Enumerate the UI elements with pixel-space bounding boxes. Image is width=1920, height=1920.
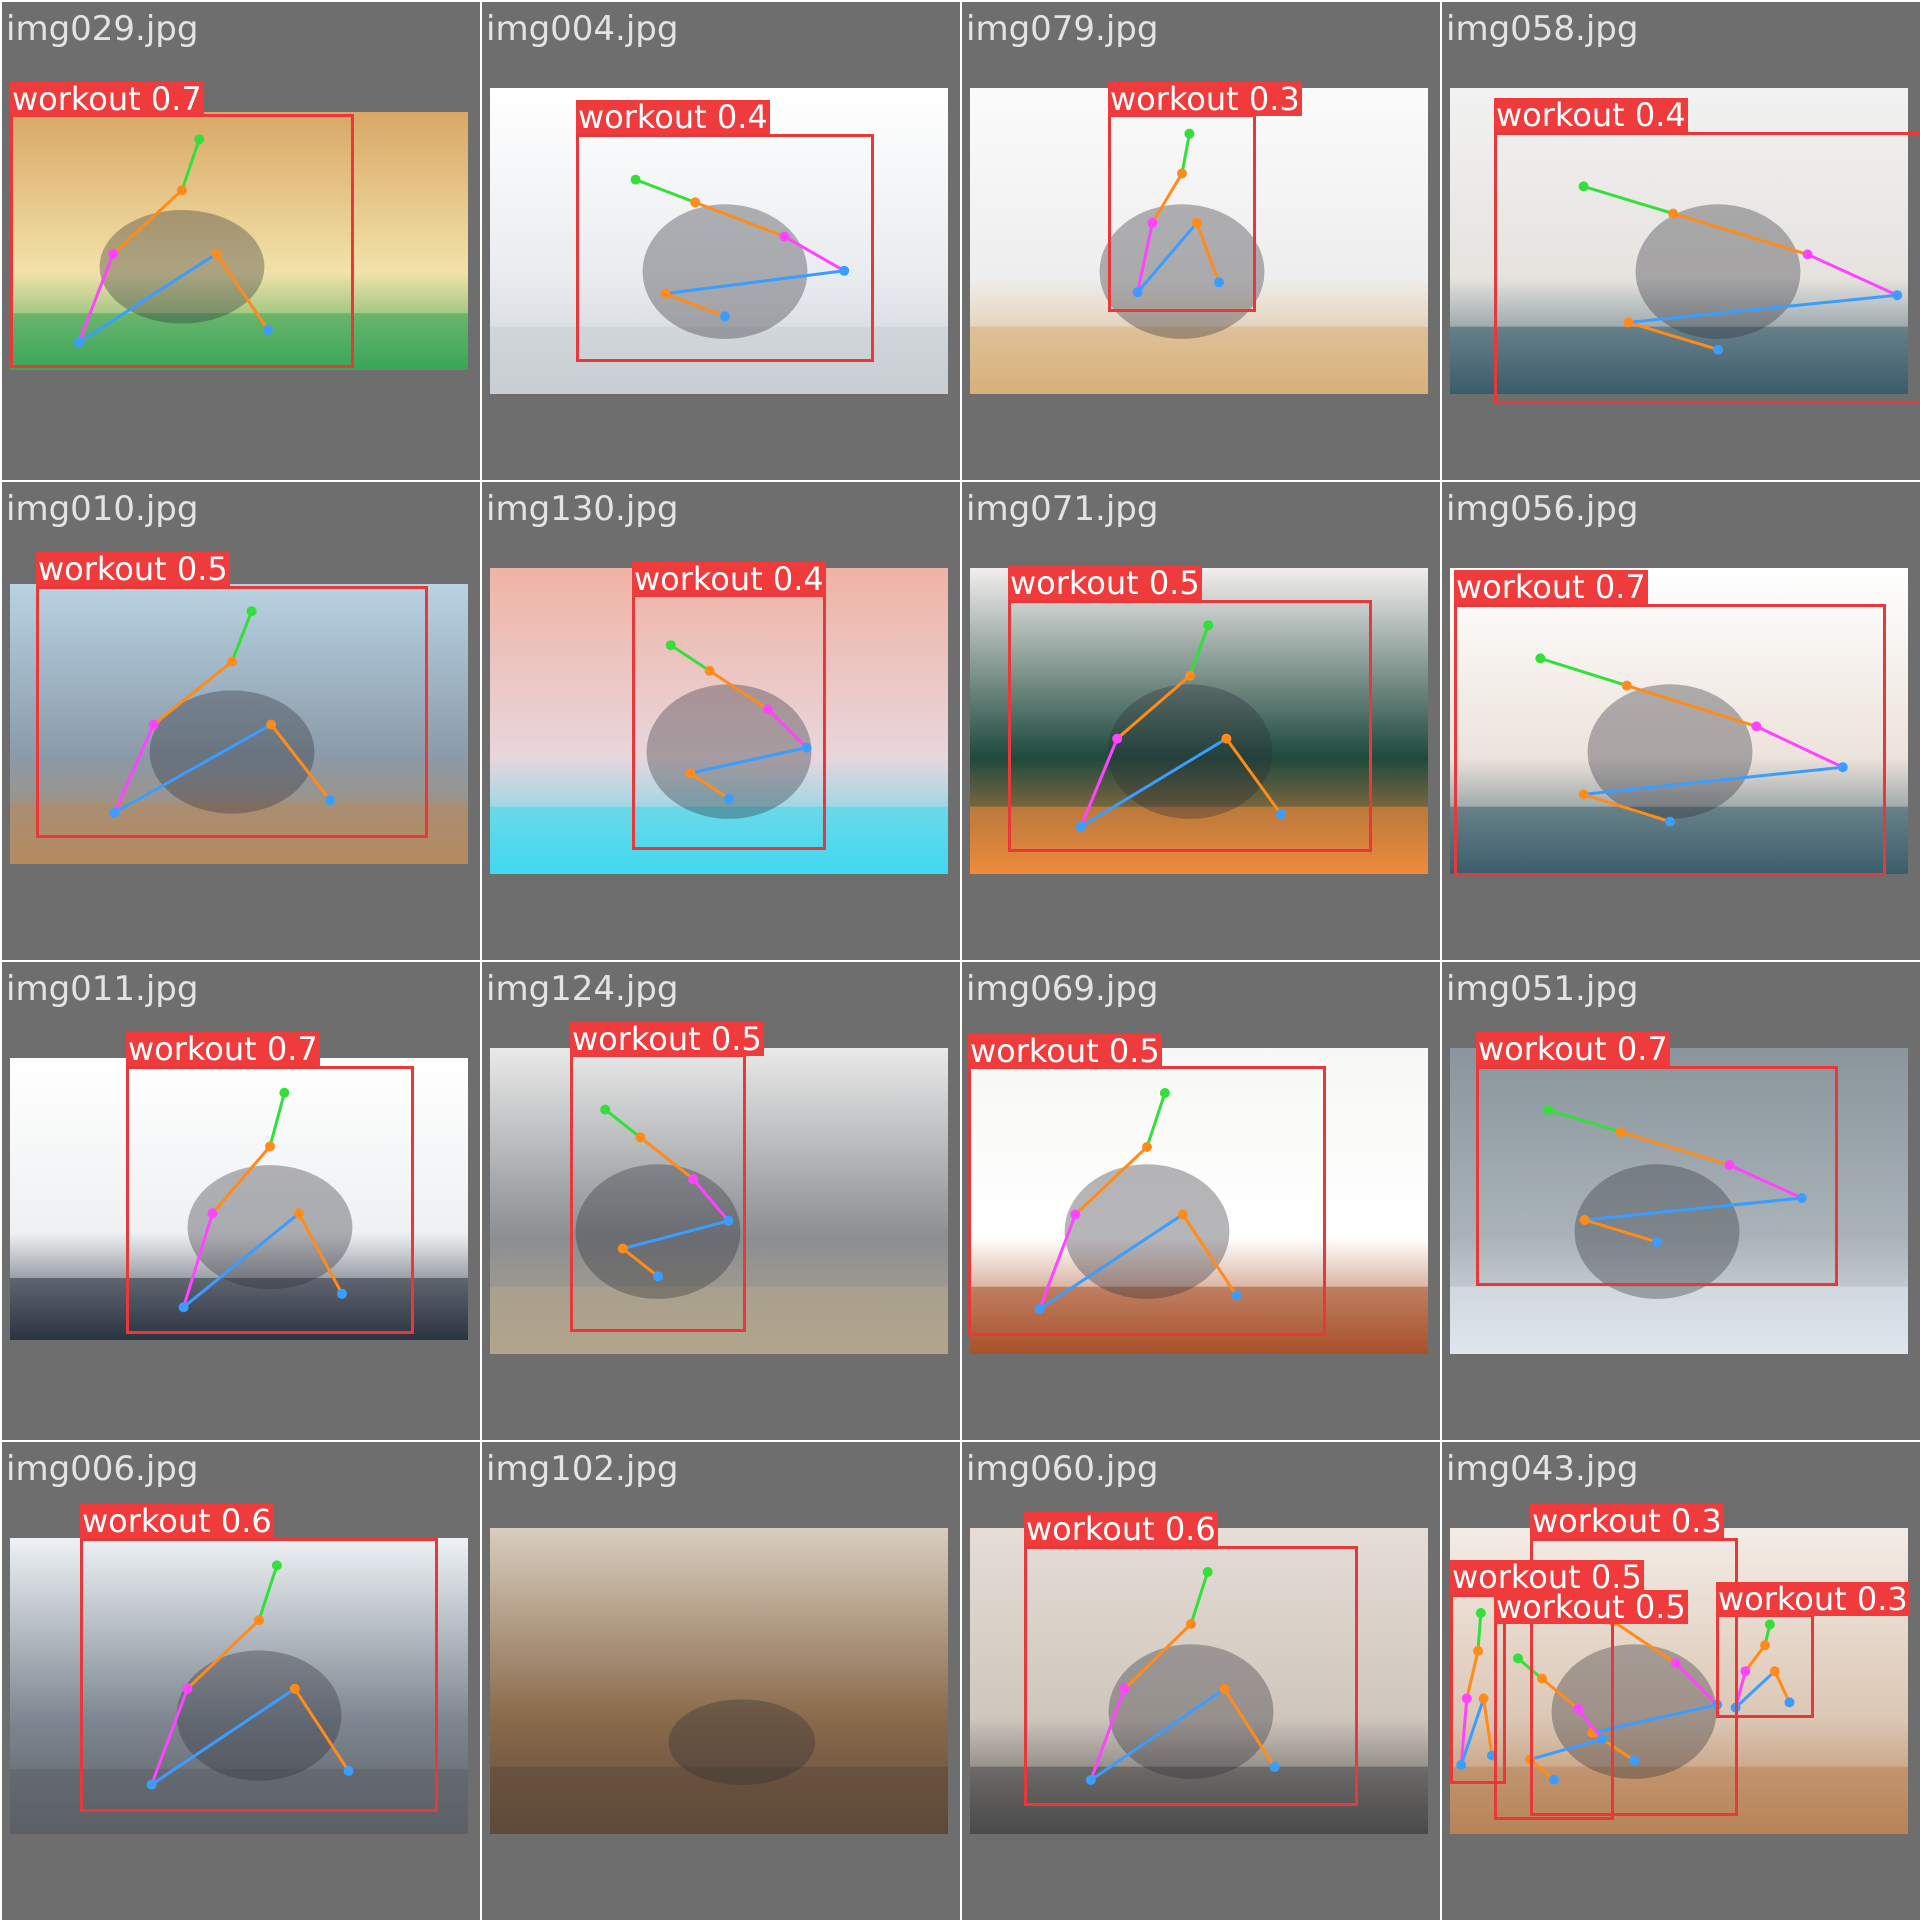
floor: [490, 806, 948, 874]
detection-label: workout 0.5: [1008, 564, 1202, 602]
detection-box: [968, 1066, 1326, 1336]
detection-label: workout 0.7: [1476, 1030, 1670, 1068]
image-filename: img069.jpg: [966, 969, 1159, 1009]
detection-box: [1716, 1614, 1814, 1718]
detection-label: workout 0.7: [1454, 568, 1648, 606]
detection-label: workout 0.3: [1530, 1502, 1724, 1540]
detection-box: [632, 594, 826, 850]
detection-label: workout 0.5: [1450, 1558, 1644, 1596]
detection-label: workout 0.3: [1716, 1580, 1910, 1618]
detection-box: [10, 114, 354, 368]
result-tile[interactable]: img043.jpg workout 0.3 workout 0.5 workout …: [1442, 1442, 1920, 1920]
floor: [490, 1766, 948, 1834]
result-tile[interactable]: img010.jpg workout 0.5: [2, 482, 480, 960]
result-tile[interactable]: img102.jpg: [482, 1442, 960, 1920]
detection-box: [1454, 604, 1886, 876]
result-tile[interactable]: img004.jpg workout 0.4: [482, 2, 960, 480]
image-filename: img124.jpg: [486, 969, 679, 1009]
result-tile[interactable]: img130.jpg workout 0.4: [482, 482, 960, 960]
detection-label: workout 0.7: [10, 80, 204, 118]
image-filename: img102.jpg: [486, 1449, 679, 1489]
image-filename: img010.jpg: [6, 489, 199, 529]
detection-box: [1008, 600, 1372, 852]
image-filename: img011.jpg: [6, 969, 199, 1009]
floor: [1450, 1766, 1908, 1834]
detection-label: workout 0.7: [126, 1030, 320, 1068]
image-filename: img043.jpg: [1446, 1449, 1639, 1489]
detection-box: [80, 1538, 438, 1812]
detection-label: workout 0.4: [576, 98, 770, 136]
image-filename: img060.jpg: [966, 1449, 1159, 1489]
image-filename: img130.jpg: [486, 489, 679, 529]
detection-box: [1450, 1594, 1506, 1784]
detection-box: [1108, 114, 1256, 312]
image-filename: img056.jpg: [1446, 489, 1639, 529]
result-tile[interactable]: img058.jpg workout 0.4: [1442, 2, 1920, 480]
result-tile[interactable]: img006.jpg workout 0.6: [2, 1442, 480, 1920]
result-tile[interactable]: img124.jpg workout 0.5: [482, 962, 960, 1440]
detection-label: workout 0.5: [36, 550, 230, 588]
detection-box: [1530, 1538, 1738, 1816]
floor: [1450, 1286, 1908, 1354]
detection-box: [570, 1054, 746, 1332]
result-tile[interactable]: img056.jpg workout 0.7: [1442, 482, 1920, 960]
result-tile[interactable]: img011.jpg workout 0.7: [2, 962, 480, 1440]
result-tile[interactable]: img069.jpg workout 0.5: [962, 962, 1440, 1440]
image-filename: img051.jpg: [1446, 969, 1639, 1009]
result-tile[interactable]: img071.jpg workout 0.5: [962, 482, 1440, 960]
detection-label: workout 0.6: [1024, 1510, 1218, 1548]
result-tile[interactable]: img029.jpg workout 0.7: [2, 2, 480, 480]
image-filename: img058.jpg: [1446, 9, 1639, 49]
image-filename: img004.jpg: [486, 9, 679, 49]
detection-label: workout 0.4: [632, 560, 826, 598]
detection-label: workout 0.3: [1108, 80, 1302, 118]
detection-label: workout 0.5: [1494, 1588, 1688, 1626]
floor: [970, 326, 1428, 394]
detection-label: workout 0.5: [968, 1032, 1162, 1070]
detection-box: [36, 586, 428, 838]
floor: [1450, 806, 1908, 874]
detection-label: workout 0.4: [1494, 96, 1688, 134]
floor: [490, 1286, 948, 1354]
result-tile[interactable]: img051.jpg workout 0.7: [1442, 962, 1920, 1440]
image-filename: img006.jpg: [6, 1449, 199, 1489]
image-filename: img079.jpg: [966, 9, 1159, 49]
detection-label: workout 0.6: [80, 1502, 274, 1540]
image-filename: img071.jpg: [966, 489, 1159, 529]
image-filename: img029.jpg: [6, 9, 199, 49]
detection-box: [1476, 1066, 1838, 1286]
detection-box: [1494, 132, 1920, 404]
photo-scene: [490, 1699, 948, 1834]
person-silhouette: [668, 1699, 816, 1786]
detection-box: [576, 134, 874, 362]
workout-photo: [490, 1528, 948, 1834]
detection-box: [1494, 1618, 1614, 1820]
result-tile[interactable]: img060.jpg workout 0.6: [962, 1442, 1440, 1920]
detection-box: [1024, 1546, 1358, 1806]
detection-label: workout 0.5: [570, 1020, 764, 1058]
detection-box: [126, 1066, 414, 1334]
result-tile[interactable]: img079.jpg workout 0.3: [962, 2, 1440, 480]
